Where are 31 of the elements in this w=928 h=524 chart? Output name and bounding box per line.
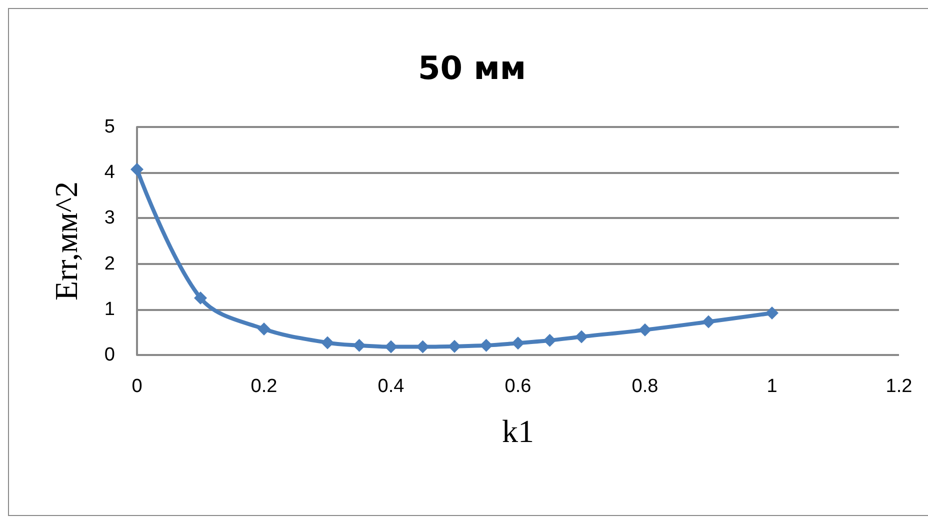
point <box>194 292 207 304</box>
x-tick-label: 0.4 <box>378 376 405 397</box>
point <box>448 340 461 353</box>
point <box>352 338 366 352</box>
y-tick-label: 1 <box>104 298 115 320</box>
point <box>702 315 715 328</box>
point <box>130 162 144 176</box>
point <box>384 340 398 354</box>
x-axis-title: k1 <box>502 413 534 449</box>
y-tick-label: 3 <box>104 208 115 229</box>
point <box>321 336 334 350</box>
y-tick-label: 0 <box>104 344 115 366</box>
y-axis-title: Err,мм^2 <box>48 181 84 301</box>
point <box>480 338 493 352</box>
y-tick-label: 5 <box>104 116 115 138</box>
x-tick-label: 0.2 <box>250 376 278 397</box>
point <box>258 322 270 336</box>
point <box>512 336 524 350</box>
point <box>543 334 556 347</box>
point <box>416 340 430 354</box>
y-tick-label: 2 <box>104 253 115 274</box>
point <box>766 306 778 320</box>
x-tick-label: 0 <box>132 376 142 397</box>
x-tick-label: 0.8 <box>632 376 658 397</box>
point <box>638 323 652 336</box>
y-tick-label: 4 <box>104 162 116 184</box>
chart-title: 50 мм <box>418 49 526 87</box>
point <box>575 330 588 344</box>
x-tick-label: 1 <box>766 376 778 397</box>
x-tick-label: 0.6 <box>504 376 532 397</box>
x-tick-label: 1.2 <box>886 376 912 397</box>
